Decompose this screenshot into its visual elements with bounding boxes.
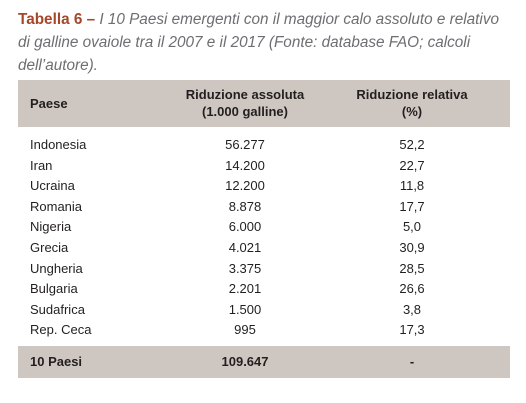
cell: 995 <box>234 322 256 338</box>
cell: 11,8 <box>399 178 425 194</box>
caption-label: Tabella 6 – <box>18 11 96 28</box>
cell: Rep. Ceca <box>30 322 92 338</box>
cell: Grecia <box>30 240 69 255</box>
cell: Sudafrica <box>30 301 85 317</box>
footer-band <box>18 346 510 378</box>
cell: 52,2 <box>399 137 425 152</box>
cell: 1.500 <box>228 301 262 317</box>
cell: Bulgaria <box>30 281 78 297</box>
cell: 28,5 <box>399 260 425 276</box>
cell: Ungheria <box>30 260 83 276</box>
cell: Romania <box>30 198 83 214</box>
header-cell: (1.000 galline) <box>202 104 288 119</box>
cell: 4.021 <box>228 240 262 255</box>
caption-text: I 10 Paesi emergenti con il maggior calo… <box>18 11 499 74</box>
cell: 3,8 <box>402 301 422 317</box>
footer-cell: - <box>409 354 415 369</box>
cell: 6.000 <box>228 219 262 235</box>
header-cell: (%) <box>401 104 423 119</box>
cell: 14.200 <box>225 157 265 173</box>
footer-cell: 10 Paesi <box>30 354 83 369</box>
cell: 5,0 <box>402 219 422 235</box>
header-cell: Riduzione relativa <box>356 87 468 102</box>
cell: 12.200 <box>225 178 265 194</box>
footer-cell: 109.647 <box>221 354 269 369</box>
caption: Tabella 6 – I 10 Paesi emergenti con il … <box>18 8 513 77</box>
header-cell: Paese <box>30 95 68 111</box>
cell: Nigeria <box>30 219 72 235</box>
cell: 26,6 <box>399 281 425 297</box>
cell: 3.375 <box>228 260 262 276</box>
cell: 2.201 <box>228 281 262 297</box>
cell: Iran <box>30 157 53 173</box>
cell: Ucraina <box>30 178 75 194</box>
cell: 22,7 <box>399 157 425 173</box>
cell: Indonesia <box>30 137 87 152</box>
cell: 17,7 <box>399 198 425 214</box>
cell: 17,3 <box>399 322 425 338</box>
cell: 56.277 <box>225 137 265 152</box>
header-band <box>18 80 510 127</box>
cell: 8.878 <box>228 198 262 214</box>
header-cell: Riduzione assoluta <box>185 87 305 102</box>
cell: 30,9 <box>399 240 425 255</box>
